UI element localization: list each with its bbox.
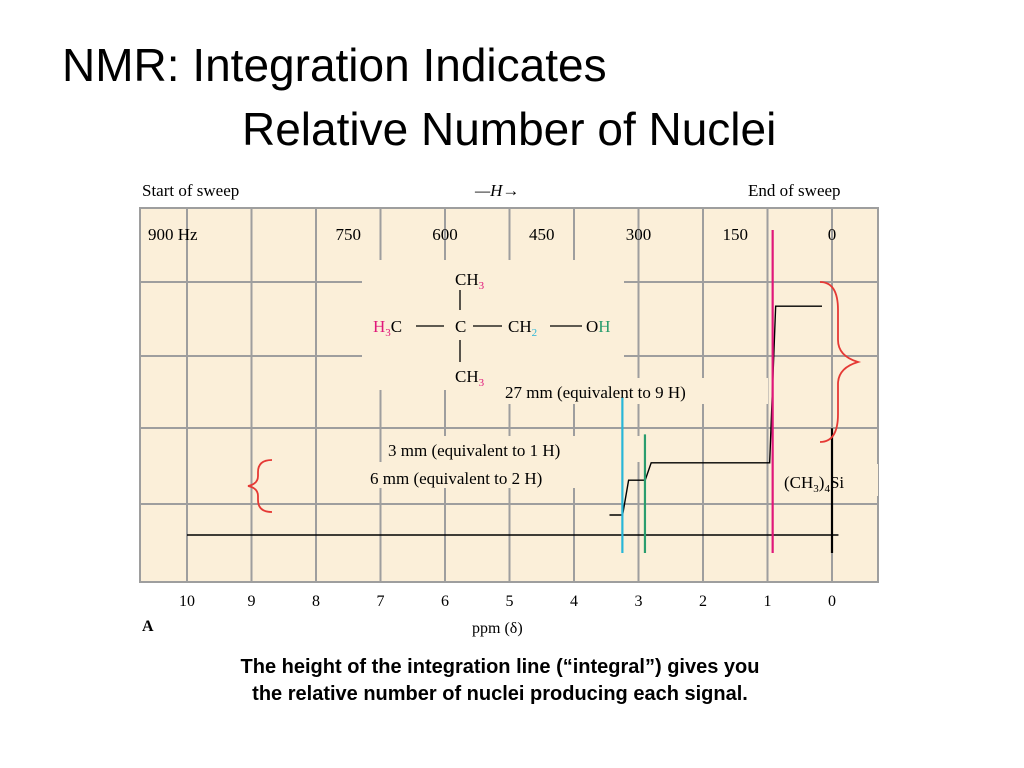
brace-right bbox=[819, 281, 862, 443]
slide-title-line2: Relative Number of Nuclei bbox=[242, 103, 777, 155]
hz-tick: 300 bbox=[626, 225, 652, 244]
x-axis-label: ppm (δ) bbox=[472, 620, 523, 637]
hz-tick: 600 bbox=[432, 225, 458, 244]
slide-title-line1: NMR: Integration Indicates bbox=[62, 39, 607, 91]
molecule-oh: OH bbox=[586, 317, 611, 336]
ppm-tick: 7 bbox=[377, 593, 385, 610]
annotation-6mm: 6 mm (equivalent to 2 H) bbox=[370, 469, 542, 488]
ppm-tick: 0 bbox=[828, 593, 836, 610]
hz-tick: 150 bbox=[723, 225, 749, 244]
molecule-top-ch3: CH3 bbox=[455, 270, 485, 292]
caption-line2: the relative number of nuclei producing … bbox=[252, 683, 748, 705]
caption-line1: The height of the integration line (“int… bbox=[240, 656, 760, 678]
field-direction-label: —H→ bbox=[474, 181, 519, 200]
molecule-center-c: C bbox=[455, 317, 466, 336]
molecule-bottom-ch3: CH3 bbox=[455, 367, 485, 389]
tms-backdrop bbox=[782, 464, 878, 496]
molecule-h3c: H3C bbox=[373, 317, 402, 339]
ppm-tick: 10 bbox=[179, 593, 195, 610]
ppm-tick: 9 bbox=[248, 593, 256, 610]
hz-tick: 900 Hz bbox=[148, 225, 198, 244]
ppm-tick: 3 bbox=[635, 593, 643, 610]
hz-tick-labels: 900 Hz 750 600 450 300 150 0 bbox=[148, 225, 836, 244]
panel-label: A bbox=[142, 618, 154, 635]
start-of-sweep-label: Start of sweep bbox=[142, 181, 239, 200]
caption: The height of the integration line (“int… bbox=[160, 654, 840, 708]
molecule-ch2: CH2 bbox=[508, 317, 537, 339]
annotation-27mm: 27 mm (equivalent to 9 H) bbox=[505, 383, 686, 402]
hz-tick: 450 bbox=[529, 225, 555, 244]
end-of-sweep-label: End of sweep bbox=[748, 181, 841, 200]
annotation-6-backdrop bbox=[364, 462, 628, 488]
molecule-backdrop bbox=[362, 260, 624, 390]
spectrum-traces bbox=[187, 230, 839, 553]
annotation-27-backdrop bbox=[500, 378, 768, 404]
hz-tick: 0 bbox=[828, 225, 837, 244]
integral-trace bbox=[609, 305, 822, 516]
ppm-tick: 2 bbox=[699, 593, 707, 610]
ppm-tick: 8 bbox=[312, 593, 320, 610]
ppm-tick-labels: 10 9 8 7 6 5 4 3 2 1 0 bbox=[179, 593, 836, 610]
annotation-3-backdrop bbox=[382, 436, 650, 462]
annotation-3mm: 3 mm (equivalent to 1 H) bbox=[388, 441, 560, 460]
tms-label: (CH3)4Si bbox=[784, 473, 844, 495]
brace-left bbox=[247, 459, 273, 513]
nmr-spectrum-figure: Start of sweep —H→ End of sweep 900 Hz 75… bbox=[139, 181, 879, 637]
ppm-tick: 1 bbox=[764, 593, 772, 610]
hz-tick: 750 bbox=[336, 225, 362, 244]
ppm-tick: 6 bbox=[441, 593, 449, 610]
ppm-tick: 4 bbox=[570, 593, 578, 610]
molecule-structure: CH3 H3C C CH2 OH CH3 bbox=[362, 260, 624, 390]
ppm-tick: 5 bbox=[506, 593, 514, 610]
